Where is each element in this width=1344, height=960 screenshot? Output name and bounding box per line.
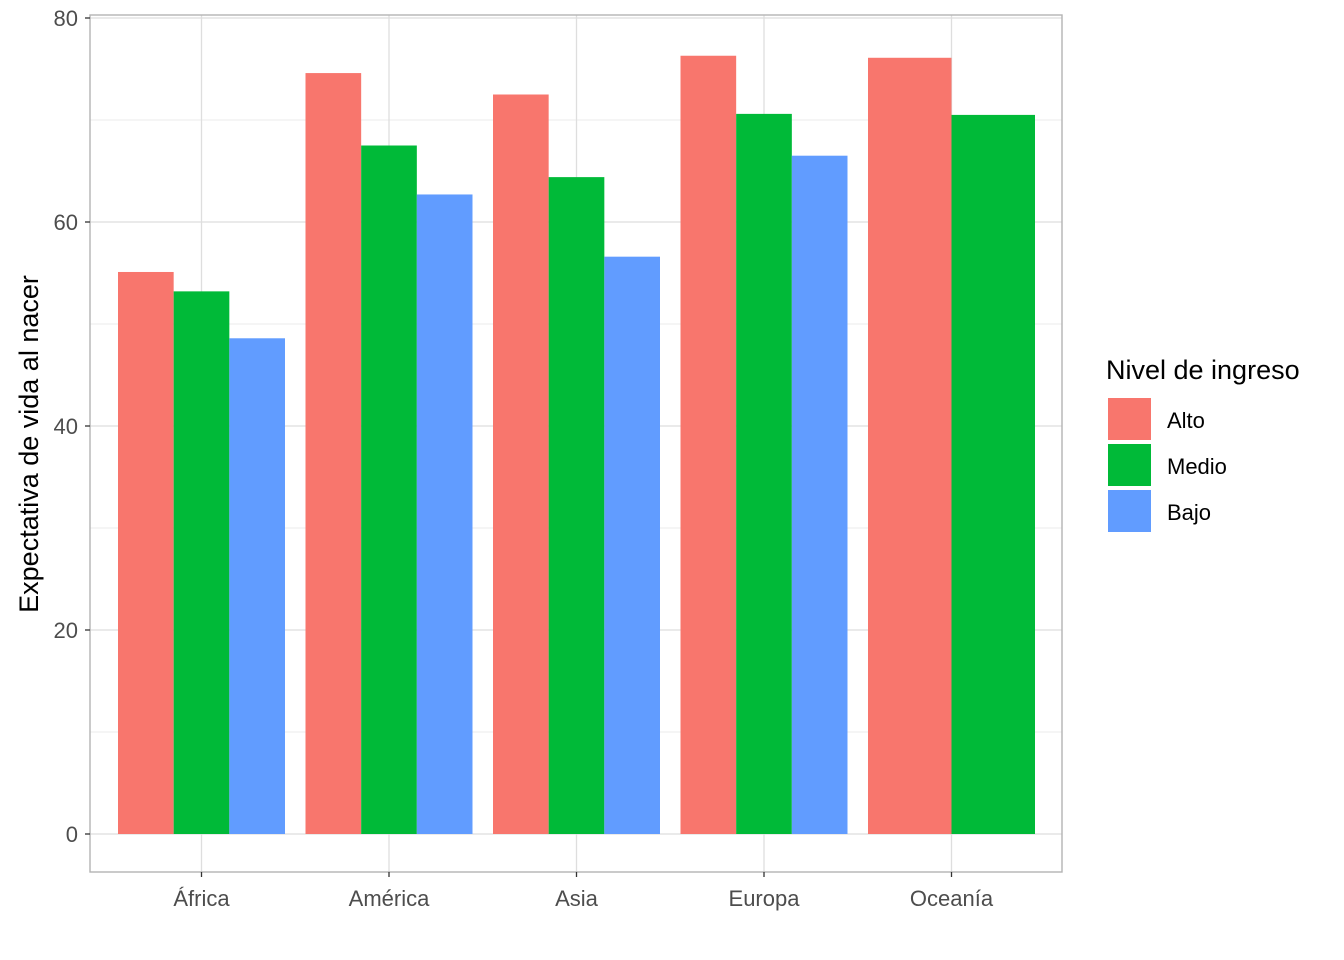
legend-key-bajo [1108, 490, 1151, 532]
bar-bajo-3 [791, 155, 848, 834]
bar-bajo-1 [416, 194, 473, 834]
y-tick-label: 80 [54, 6, 78, 31]
x-tick-label: Europa [729, 886, 801, 911]
bar-alto-1 [305, 73, 362, 834]
legend-title: Nivel de ingreso [1106, 355, 1300, 385]
y-tick-label: 20 [54, 618, 78, 643]
x-tick-label: América [349, 886, 430, 911]
bar-medio-1 [361, 145, 417, 834]
legend-key-medio [1108, 444, 1151, 486]
x-tick-label: África [173, 886, 230, 911]
legend: Nivel de ingreso Alto Medio Bajo [1106, 355, 1300, 532]
bar-medio-3 [736, 113, 792, 834]
x-tick-label: Oceanía [910, 886, 994, 911]
y-axis-title: Expectativa de vida al nacer [14, 275, 44, 613]
bar-alto-3 [680, 55, 737, 835]
bars [118, 55, 1035, 835]
bar-alto-0 [118, 271, 174, 835]
bar-medio-4 [951, 114, 1035, 834]
y-tick-label: 60 [54, 210, 78, 235]
legend-label-medio: Medio [1167, 454, 1227, 479]
x-tick-label: Asia [555, 886, 599, 911]
y-tick-label: 40 [54, 414, 78, 439]
x-axis: África América Asia Europa Oceanía [173, 872, 994, 911]
bar-alto-2 [493, 94, 549, 834]
bar-bajo-2 [604, 256, 660, 834]
legend-key-alto [1108, 398, 1151, 440]
bar-alto-4 [868, 57, 952, 834]
bar-bajo-0 [229, 338, 285, 834]
bar-medio-2 [548, 177, 605, 834]
legend-label-bajo: Bajo [1167, 500, 1211, 525]
y-tick-label: 0 [66, 822, 78, 847]
bar-medio-0 [173, 291, 230, 834]
legend-label-alto: Alto [1167, 408, 1205, 433]
y-axis: 0 20 40 60 80 [54, 6, 90, 847]
